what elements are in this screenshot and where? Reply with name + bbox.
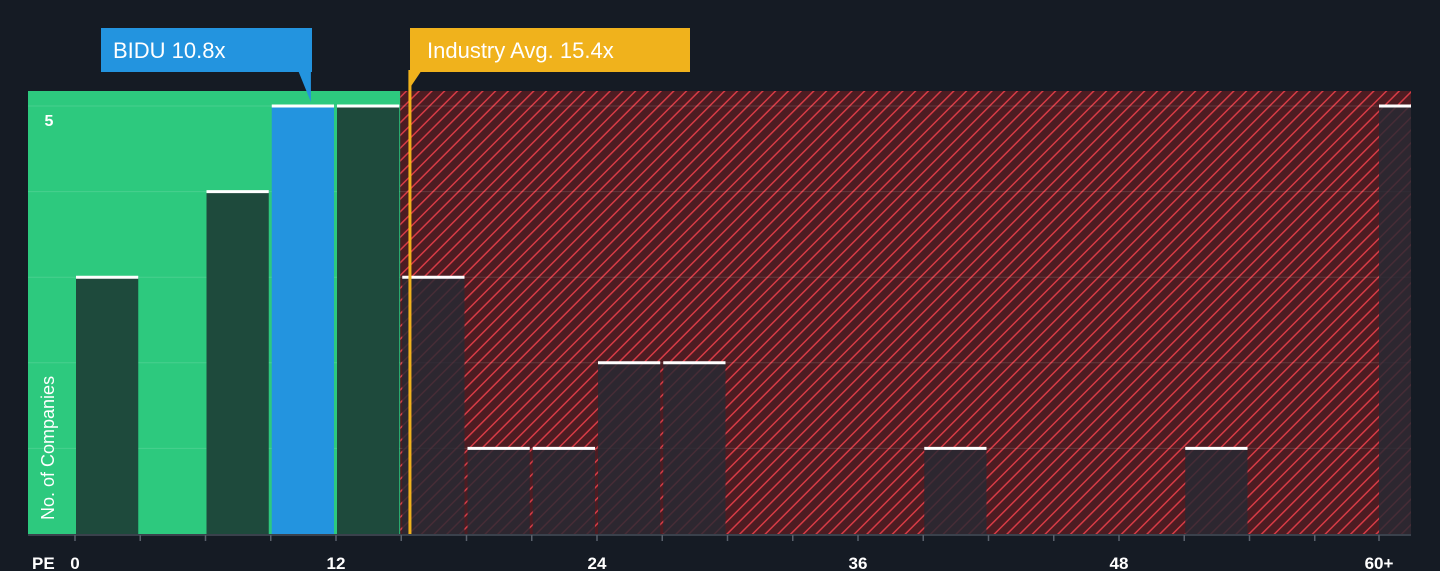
x-axis-label: PE — [32, 554, 55, 571]
x-tick-label: 24 — [588, 554, 607, 571]
histogram-bar — [402, 277, 465, 534]
histogram-bar — [1379, 106, 1411, 534]
histogram-bar — [76, 277, 139, 534]
company-pe-label: BIDU 10.8x — [113, 38, 226, 63]
industry-avg-label: Industry Avg. 15.4x — [427, 38, 614, 63]
company-pe-callout — [101, 28, 312, 72]
y-tick-label-5: 5 — [45, 113, 54, 130]
histogram-bar — [337, 106, 400, 534]
x-tick-label: 12 — [327, 554, 346, 571]
histogram-bar — [206, 191, 269, 534]
histogram-bar — [271, 106, 334, 534]
x-tick-label: 36 — [849, 554, 868, 571]
histogram-bar — [1185, 448, 1248, 534]
histogram-bar — [924, 448, 987, 534]
company-pe-pointer — [297, 70, 311, 102]
histogram-bar — [598, 362, 661, 534]
x-tick-label: 60+ — [1365, 554, 1394, 571]
industry-avg-pointer — [408, 70, 422, 90]
histogram-bar — [532, 448, 595, 534]
industry-avg-callout — [410, 28, 690, 72]
y-axis-label: No. of Companies — [38, 376, 58, 520]
x-tick-label: 0 — [70, 554, 79, 571]
histogram-bar — [663, 362, 726, 534]
histogram-bar — [467, 448, 530, 534]
x-tick-label: 48 — [1110, 554, 1129, 571]
